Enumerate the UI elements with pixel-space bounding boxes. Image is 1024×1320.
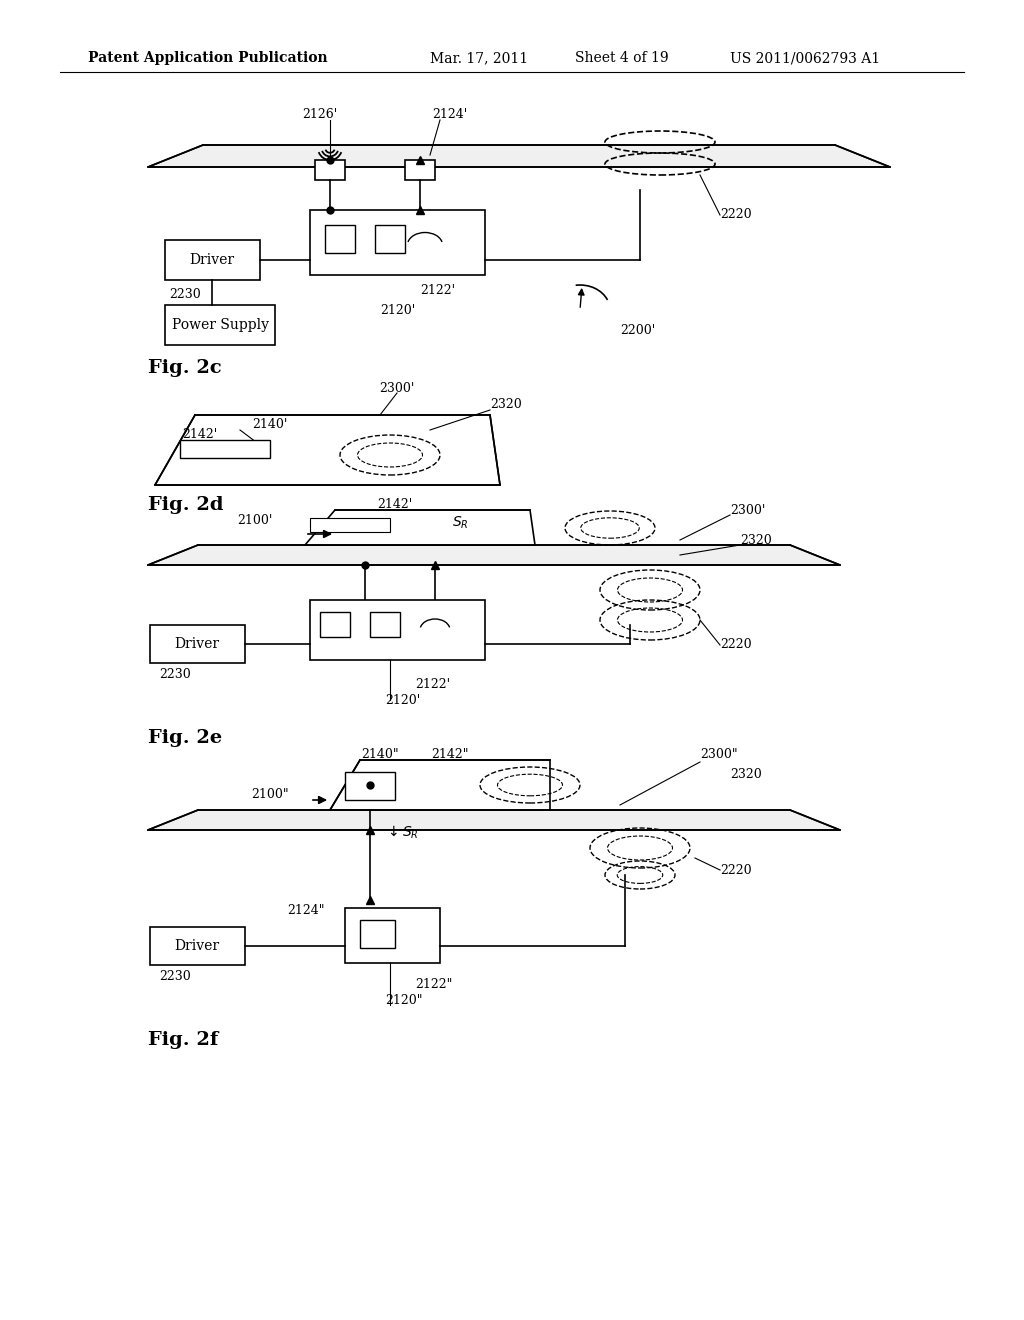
Text: 2122': 2122'	[415, 678, 451, 692]
Text: 2220: 2220	[720, 863, 752, 876]
Text: 2220: 2220	[720, 209, 752, 222]
Bar	[310, 601, 485, 660]
Polygon shape	[330, 760, 550, 810]
Text: $S_R$: $S_R$	[452, 515, 468, 531]
Text: Sheet 4 of 19: Sheet 4 of 19	[575, 51, 669, 65]
Text: 2230: 2230	[159, 969, 190, 982]
Text: 2230: 2230	[169, 289, 201, 301]
Polygon shape	[155, 414, 500, 484]
Bar	[150, 927, 245, 965]
Text: 2142': 2142'	[378, 499, 413, 511]
Text: 2100': 2100'	[238, 513, 272, 527]
Text: 2122": 2122"	[415, 978, 453, 991]
Bar	[345, 908, 440, 964]
Polygon shape	[148, 810, 840, 830]
Text: 2300": 2300"	[700, 748, 737, 762]
Bar	[315, 160, 345, 180]
Text: 2220: 2220	[720, 639, 752, 652]
Text: 2300': 2300'	[730, 503, 765, 516]
Bar	[406, 160, 435, 180]
Text: 2200': 2200'	[620, 323, 655, 337]
Bar	[150, 624, 245, 663]
Text: 2230: 2230	[159, 668, 190, 681]
Polygon shape	[148, 545, 840, 565]
Text: 2142": 2142"	[431, 748, 469, 762]
Text: 2320: 2320	[740, 533, 772, 546]
Bar	[180, 440, 270, 458]
Text: 2320: 2320	[730, 768, 762, 781]
Text: 2122': 2122'	[420, 284, 455, 297]
Bar	[165, 305, 275, 345]
Text: Patent Application Publication: Patent Application Publication	[88, 51, 328, 65]
Bar	[325, 224, 355, 253]
Text: Mar. 17, 2011: Mar. 17, 2011	[430, 51, 528, 65]
Text: 2320: 2320	[490, 399, 522, 412]
Bar	[375, 224, 406, 253]
Bar	[165, 240, 260, 280]
Text: 2140': 2140'	[252, 418, 288, 432]
Text: 2100": 2100"	[251, 788, 289, 801]
Text: US 2011/0062793 A1: US 2011/0062793 A1	[730, 51, 880, 65]
Text: Fig. 2c: Fig. 2c	[148, 359, 222, 378]
Text: Fig. 2d: Fig. 2d	[148, 496, 223, 513]
Text: 2120': 2120'	[385, 693, 420, 706]
Polygon shape	[305, 510, 535, 545]
Text: Fig. 2e: Fig. 2e	[148, 729, 222, 747]
Text: 2142': 2142'	[182, 429, 218, 441]
Text: Driver: Driver	[189, 253, 234, 267]
Text: Fig. 2f: Fig. 2f	[148, 1031, 218, 1049]
Text: Driver: Driver	[174, 939, 219, 953]
Text: 2300': 2300'	[379, 381, 415, 395]
Text: 2124': 2124'	[432, 108, 468, 121]
Text: Driver: Driver	[174, 638, 219, 651]
Text: $\downarrow S_R$: $\downarrow S_R$	[385, 824, 419, 841]
Bar	[310, 517, 390, 532]
Bar	[370, 612, 400, 638]
Bar	[310, 210, 485, 275]
Text: Power Supply: Power Supply	[171, 318, 268, 333]
Bar	[319, 612, 350, 638]
Text: 2124": 2124"	[288, 903, 325, 916]
Text: 2126': 2126'	[302, 108, 338, 121]
Text: 2140": 2140"	[361, 748, 398, 762]
Text: 2120": 2120"	[385, 994, 423, 1006]
Polygon shape	[148, 145, 890, 168]
Bar	[345, 772, 395, 800]
Bar	[360, 920, 395, 948]
Text: 2120': 2120'	[380, 304, 416, 317]
